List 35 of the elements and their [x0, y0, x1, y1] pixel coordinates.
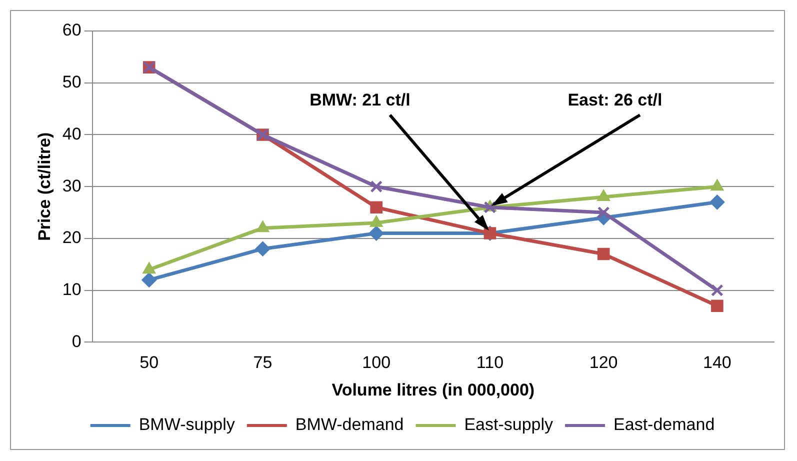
y-tick-label: 50 — [62, 72, 82, 92]
x-tick-label: 50 — [140, 353, 159, 372]
y-tick-label: 60 — [62, 20, 82, 40]
point — [710, 194, 725, 210]
point — [710, 284, 724, 297]
x-tick-label: 110 — [476, 353, 504, 372]
point — [368, 226, 384, 241]
point — [370, 201, 383, 214]
legend-label: BMW-demand — [295, 415, 404, 434]
legend-label: East-demand — [614, 415, 715, 434]
point — [710, 179, 724, 191]
point — [711, 300, 724, 312]
y-tick-label: 40 — [62, 124, 82, 144]
x-tick-label: 75 — [253, 353, 272, 372]
point — [142, 262, 156, 274]
point — [142, 272, 157, 288]
point — [256, 220, 270, 232]
x-tick-label: 140 — [703, 353, 732, 372]
annotation: East: 26 ct/l — [568, 90, 662, 110]
annotation: BMW: 21 ct/l — [310, 90, 410, 110]
y-tick-label: 30 — [62, 176, 82, 196]
legend-label: East-supply — [464, 415, 554, 434]
x-tick-label: 120 — [589, 353, 618, 372]
x-tick-label: 100 — [362, 353, 391, 372]
y-tick-label: 10 — [62, 280, 82, 300]
point — [255, 241, 270, 256]
y-tick-label: 0 — [72, 332, 82, 351]
y-tick-label: 20 — [62, 228, 82, 248]
x-axis-title: Volume litres (in 000,000) — [332, 380, 535, 400]
point — [484, 201, 496, 214]
point — [597, 206, 610, 219]
point — [370, 180, 383, 193]
point — [597, 248, 610, 260]
y-axis-title: Price (ct/litre) — [34, 132, 54, 241]
legend-label: BMW-supply — [138, 415, 236, 434]
